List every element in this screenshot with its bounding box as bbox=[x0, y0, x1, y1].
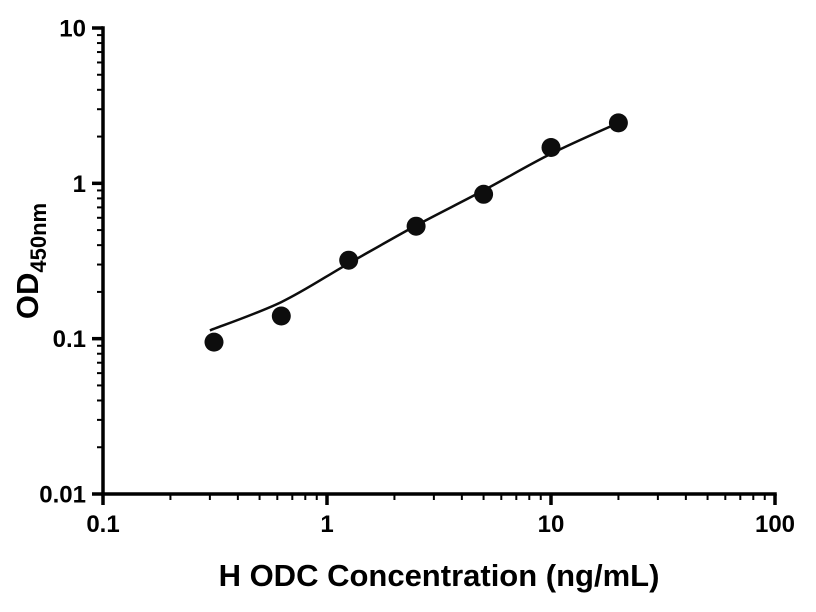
x-tick-label: 0.1 bbox=[86, 511, 119, 538]
data-point bbox=[474, 184, 494, 204]
x-axis-title: H ODC Concentration (ng/mL) bbox=[219, 558, 660, 593]
x-tick-label: 1 bbox=[320, 511, 333, 538]
data-point bbox=[204, 332, 224, 352]
y-axis-title: OD450nm bbox=[10, 203, 51, 319]
axis-frame bbox=[101, 26, 777, 496]
x-tick-label: 10 bbox=[538, 511, 565, 538]
y-tick-label: 10 bbox=[59, 16, 86, 43]
data-point bbox=[406, 216, 426, 236]
y-tick-label: 0.01 bbox=[39, 482, 86, 509]
y-tick-label: 0.1 bbox=[53, 326, 86, 353]
data-point bbox=[541, 138, 561, 157]
data-point bbox=[339, 250, 359, 270]
data-point bbox=[271, 306, 291, 326]
data-point bbox=[608, 113, 628, 133]
x-tick-label: 100 bbox=[755, 511, 795, 538]
y-tick-label: 1 bbox=[73, 171, 86, 198]
